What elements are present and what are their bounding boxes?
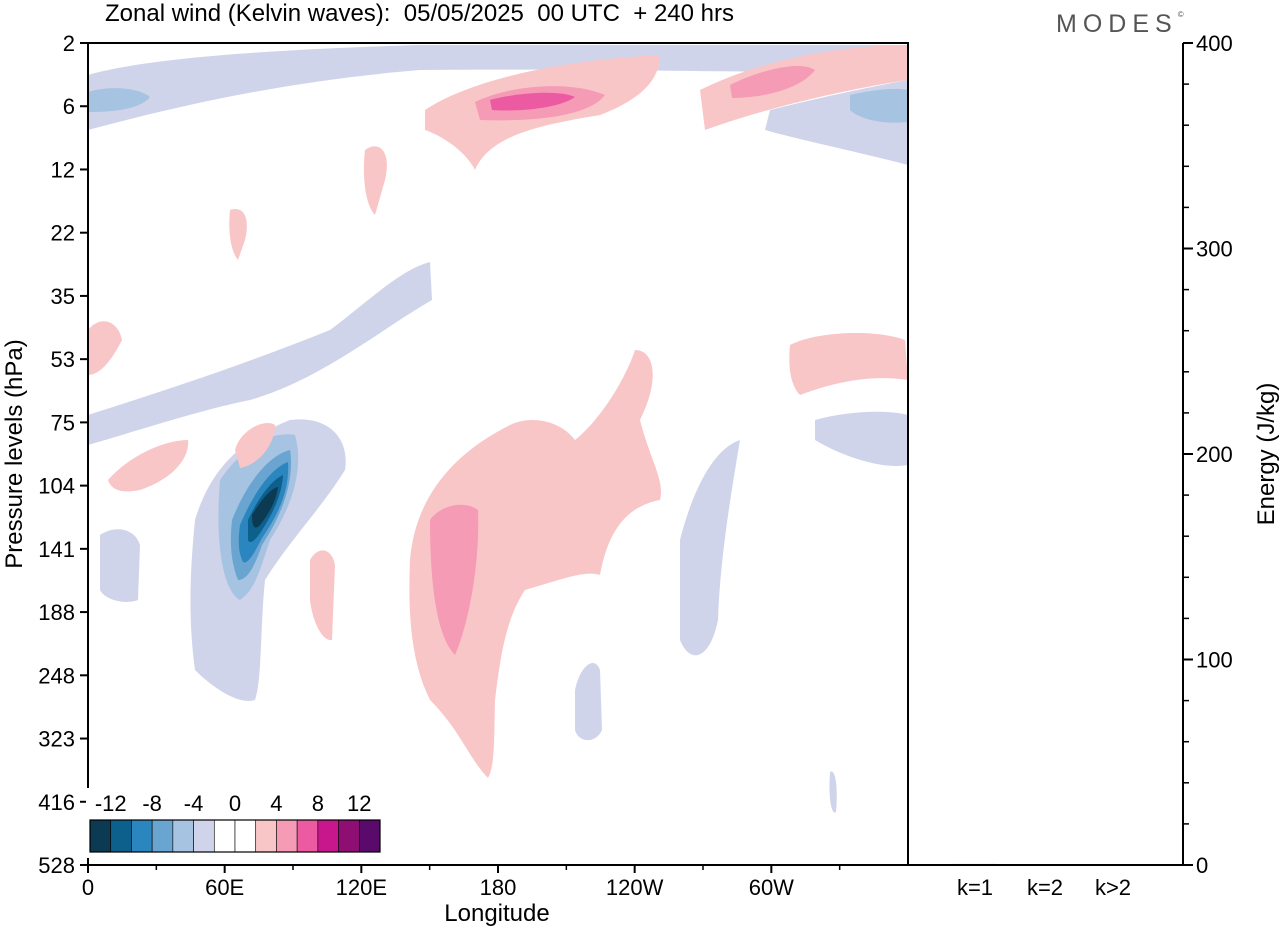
colorbar-label: 0 — [229, 791, 241, 816]
negative-core-east-top — [850, 88, 908, 123]
colorbar-swatch — [276, 819, 298, 853]
pressure-tick-label: 248 — [38, 663, 75, 688]
colorbar-swatch — [358, 819, 381, 853]
positive-band-upper-east — [700, 45, 908, 130]
brand-logo: MODES© — [1056, 10, 1184, 39]
colorbar-label: 8 — [312, 791, 324, 816]
energy-tick-label: 0 — [1196, 853, 1208, 878]
longitude-tick-label: 60W — [749, 875, 794, 900]
negative-patch-west — [100, 529, 140, 602]
energy-tick-label: 200 — [1196, 442, 1233, 467]
colorbar-label: -12 — [95, 791, 127, 816]
longitude-tick-label: 120W — [606, 875, 664, 900]
energy-bar-1 — [1023, 864, 1067, 866]
positive-patch-lower — [310, 550, 335, 641]
pressure-tick-label: 188 — [38, 600, 75, 625]
wind-contour-field — [88, 45, 908, 813]
pressure-tick-label: 35 — [51, 284, 75, 309]
colorbar-swatch — [151, 819, 174, 853]
colorbar-swatch — [234, 819, 257, 853]
colorbar-swatch — [338, 819, 360, 853]
pressure-axis-label: Pressure levels (hPa) — [1, 339, 28, 568]
energy-category-label: k=2 — [1027, 875, 1063, 900]
colorbar-swatch — [255, 819, 277, 853]
longitude-tick-label: 180 — [480, 875, 517, 900]
energy-axis-label: Energy (J/kg) — [1253, 383, 1280, 526]
pressure-tick-label: 6 — [63, 94, 75, 119]
energy-axis: 0 100 200 300 400 — [1183, 31, 1233, 878]
colorbar-legend: -12 -8 -4 0 4 8 12 — [86, 788, 384, 858]
negative-core-west-top — [88, 88, 150, 112]
colorbar-swatch — [110, 819, 132, 853]
pressure-tick-label: 2 — [63, 31, 75, 56]
energy-tick-label: 400 — [1196, 31, 1233, 56]
energy-bars: k=1 k=2 k>2 — [953, 863, 1135, 900]
longitude-tick-label: 60E — [205, 875, 244, 900]
colorbar-label: 12 — [347, 791, 371, 816]
positive-patch-east-mid — [789, 333, 908, 395]
energy-category-label: k>2 — [1095, 875, 1131, 900]
energy-tick-label: 100 — [1196, 648, 1233, 673]
chart-title: Zonal wind (Kelvin waves): 05/05/2025 00… — [105, 0, 734, 27]
longitude-axis-label: Longitude — [444, 900, 549, 927]
pressure-tick-label: 416 — [38, 790, 75, 815]
pressure-tick-label: 104 — [38, 474, 75, 499]
colorbar-swatch — [193, 819, 215, 853]
colorbar-label: -8 — [142, 791, 162, 816]
longitude-tick-label: 0 — [82, 875, 94, 900]
pressure-tick-label: 141 — [38, 537, 75, 562]
pressure-tick-label: 53 — [51, 347, 75, 372]
negative-patch-deep — [575, 662, 602, 741]
pressure-axis: 2 6 12 22 35 53 75 104 141 188 248 323 416 528 — [38, 31, 88, 878]
energy-tick-label: 300 — [1196, 237, 1233, 262]
colorbar-swatch — [296, 819, 319, 853]
positive-patch-small — [235, 422, 275, 468]
colorbar-frame — [89, 819, 381, 853]
positive-patch-edge — [88, 321, 122, 375]
negative-band-upper — [88, 45, 908, 130]
negative-core-max — [252, 487, 278, 528]
positive-core-upper-east — [730, 65, 815, 98]
colorbar-label: 4 — [270, 791, 282, 816]
negative-patch-east — [680, 440, 740, 656]
positive-core-central — [430, 504, 479, 655]
colorbar-swatch — [172, 819, 194, 853]
positive-region-central — [409, 350, 661, 778]
positive-core-upper-strong — [490, 92, 575, 111]
longitude-tick-label: 120E — [336, 875, 387, 900]
energy-bar-0 — [953, 863, 997, 865]
colorbar-label: -4 — [184, 791, 204, 816]
longitude-axis: 0 60E 120E 180 120W 60W — [82, 865, 841, 900]
pressure-tick-label: 528 — [38, 853, 75, 878]
colorbar-swatch — [213, 819, 236, 853]
pressure-tick-label: 75 — [51, 410, 75, 435]
pressure-tick-label: 12 — [51, 157, 75, 182]
colorbar-swatch — [131, 819, 153, 853]
pressure-tick-label: 323 — [38, 727, 75, 752]
negative-patch-far-east — [815, 411, 908, 466]
positive-streak-2 — [363, 146, 387, 215]
colorbar-swatch — [317, 819, 339, 853]
positive-patch-west — [108, 440, 189, 492]
pressure-tick-label: 22 — [51, 221, 75, 246]
energy-category-label: k=1 — [957, 875, 993, 900]
energy-bar-2 — [1091, 864, 1135, 866]
negative-speck — [829, 771, 837, 813]
colorbar-swatch — [89, 819, 112, 853]
brand-mark: © — [1177, 10, 1184, 19]
negative-band-middle — [88, 262, 432, 445]
positive-streak — [229, 209, 247, 260]
brand-text: MODES — [1056, 10, 1178, 38]
